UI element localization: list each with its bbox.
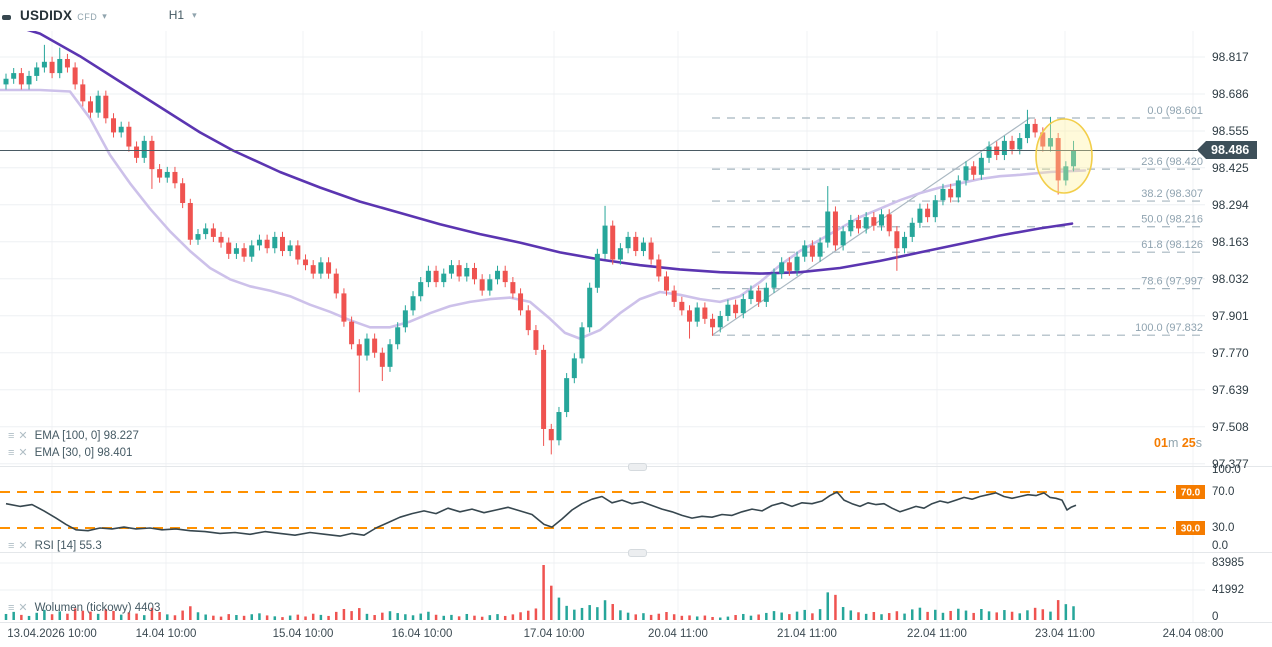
fib-level-label: 78.6 (97.997: [1141, 276, 1203, 288]
panel-resize-handle[interactable]: [628, 463, 647, 471]
symbol-name: USDIDX: [20, 7, 73, 23]
fib-level-label: 23.6 (98.420: [1141, 156, 1203, 168]
chevron-down-icon: ▾: [102, 10, 107, 21]
time-tick-label: 24.04 08:00: [1162, 628, 1224, 640]
indicator-close-icon[interactable]: ✕: [18, 601, 28, 614]
rsi-legend: ≡ ✕ RSI [14] 55.3: [8, 539, 102, 553]
volume-label: Wolumen (tickowy) 4403: [34, 602, 161, 614]
panel-resize-handle[interactable]: [628, 549, 647, 557]
candle-countdown-timer: 01m 25s: [1154, 436, 1202, 450]
chart-topbar: USDIDX CFD ▾ H1 ▾: [0, 0, 1272, 30]
indicator-close-icon[interactable]: ✕: [18, 539, 28, 552]
time-tick-label: 17.04 10:00: [523, 628, 585, 640]
volume-tick-label: 41992: [1212, 584, 1244, 596]
indicator-settings-icon[interactable]: ≡: [8, 446, 15, 459]
price-tick-label: 97.377: [1212, 456, 1249, 471]
rsi-panel: 70.0 30.0: [0, 485, 1205, 537]
price-tick-label: 98.817: [1212, 50, 1249, 64]
timer-seconds: 25: [1181, 436, 1196, 450]
ema100-line[interactable]: [2, 22, 1074, 275]
time-tick-label: 22.04 11:00: [907, 628, 967, 640]
price-tick-label: 98.686: [1212, 86, 1249, 101]
indicator-close-icon[interactable]: ✕: [18, 446, 28, 459]
fib-level-label: 38.2 (98.307: [1141, 188, 1203, 200]
fib-level-label: 50.0 (98.216: [1141, 214, 1203, 226]
rsi-line[interactable]: [5, 491, 1077, 537]
ema100-legend: ≡ ✕ EMA [100, 0] 98.227: [8, 429, 139, 443]
volume-bars: [4, 565, 1075, 620]
timer-minutes: 01: [1154, 436, 1168, 450]
ema30-line[interactable]: [0, 88, 1087, 340]
rsi-tick-label: 70.0: [1212, 486, 1235, 498]
candles: [3, 44, 1077, 455]
current-price-badge: 98.486: [1197, 141, 1258, 159]
price-tick-label: 98.425: [1212, 160, 1249, 175]
fibonacci-levels[interactable]: 0.0 (98.601 23.6 (98.420 38.2 (98.307 50.0 …: [712, 105, 1205, 336]
main-plot: [0, 22, 1087, 455]
price-tick-label: 98.032: [1212, 271, 1249, 286]
time-tick-label: 13.04.2026 10:00: [7, 628, 97, 640]
indicator-settings-icon[interactable]: ≡: [8, 429, 15, 442]
volume-tick-label: 83985: [1212, 557, 1244, 569]
timer-minutes-unit: m: [1167, 436, 1179, 450]
symbol-selector[interactable]: USDIDX CFD ▾: [20, 8, 107, 23]
chevron-down-icon: ▾: [192, 10, 197, 20]
rsi-tick-label: 0.0: [1212, 540, 1228, 552]
price-tick-label: 97.639: [1212, 382, 1249, 397]
volume-legend: ≡ ✕ Wolumen (tickowy) 4403: [8, 601, 160, 615]
timeframe-selector[interactable]: H1 ▾: [169, 8, 197, 22]
time-tick-label: 21.04 11:00: [777, 628, 837, 640]
price-tick-label: 97.901: [1212, 308, 1249, 323]
time-tick-label: 14.04 10:00: [135, 628, 197, 640]
panel-separator: [0, 622, 1272, 623]
indicator-close-icon[interactable]: ✕: [18, 429, 28, 442]
rsi-tick-label: 100.0: [1212, 464, 1241, 476]
price-tick-label: 98.555: [1212, 123, 1249, 138]
rsi-tick-label: 30.0: [1212, 522, 1235, 534]
fib-level-label: 61.8 (98.126: [1141, 239, 1203, 251]
rsi-label: RSI [14] 55.3: [34, 540, 102, 552]
time-tick-label: 23.04 11:00: [1035, 628, 1095, 640]
fib-level-label: 0.0 (98.601: [1147, 105, 1203, 117]
rsi-band-badge-label: 70.0: [1181, 488, 1201, 499]
price-tick-label: 98.294: [1212, 197, 1249, 212]
ema100-label: EMA [100, 0] 98.227: [34, 430, 139, 442]
ema30-label: EMA [30, 0] 98.401: [34, 447, 133, 459]
app-logo-fragment: [2, 15, 11, 20]
volume-tick-label: 0: [1212, 611, 1219, 623]
price-tick-label: 97.770: [1212, 345, 1249, 360]
price-tick-label: 97.508: [1212, 419, 1249, 434]
indicator-settings-icon[interactable]: ≡: [8, 601, 15, 614]
price-tick-label: 98.163: [1212, 234, 1249, 249]
timeframe-label: H1: [168, 8, 185, 22]
market-type-label: CFD: [77, 11, 98, 22]
time-tick-label: 16.04 10:00: [391, 628, 453, 640]
highlight-ellipse-annotation[interactable]: [1035, 118, 1093, 194]
time-tick-label: 15.04 10:00: [272, 628, 334, 640]
fib-level-label: 100.0 (97.832: [1135, 322, 1203, 334]
ema30-legend: ≡ ✕ EMA [30, 0] 98.401: [8, 446, 132, 460]
price-gridlines: [0, 56, 1205, 591]
rsi-band-badge-label: 30.0: [1181, 524, 1201, 535]
rsi-band-badge: [1176, 521, 1205, 535]
indicator-settings-icon[interactable]: ≡: [8, 539, 15, 552]
rsi-band-badge: [1176, 485, 1205, 499]
time-tick-label: 20.04 11:00: [648, 628, 708, 640]
timer-seconds-unit: s: [1195, 436, 1202, 450]
